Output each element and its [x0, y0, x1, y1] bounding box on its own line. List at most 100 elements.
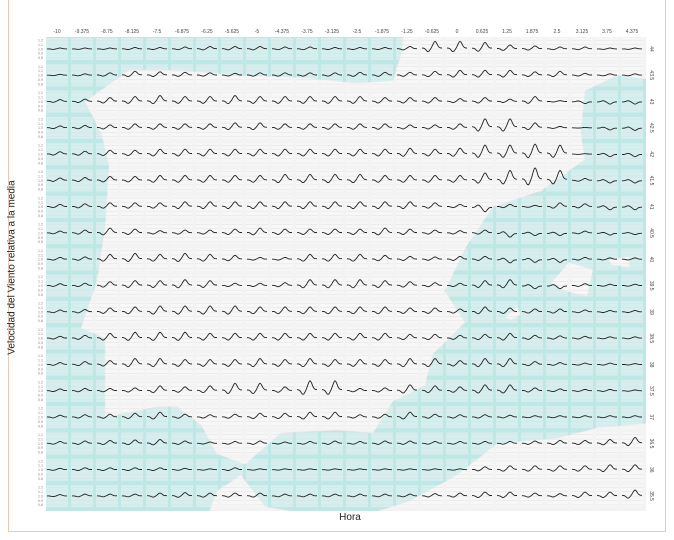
series-line [546, 169, 568, 185]
panel [621, 353, 643, 376]
series-line [447, 468, 467, 471]
series-line [397, 440, 417, 445]
panel [71, 406, 93, 429]
series-line [247, 412, 268, 420]
panel [96, 485, 118, 508]
series-line [172, 174, 192, 183]
series-line [72, 150, 92, 156]
panel-y-tick-label: 0.8 [38, 267, 43, 271]
series-line [222, 228, 243, 235]
series-line [122, 387, 142, 393]
series-line [372, 201, 392, 210]
panel [121, 327, 143, 350]
series-line [297, 253, 317, 262]
row-label: 44 [648, 46, 654, 52]
panel [396, 222, 418, 245]
panel [71, 248, 93, 271]
series-line [572, 153, 592, 155]
series-line [96, 467, 117, 471]
series-line [496, 144, 518, 158]
panel [596, 379, 618, 402]
series-line [146, 71, 167, 77]
panel [346, 90, 368, 113]
series-line [97, 97, 118, 104]
series-line [97, 307, 118, 314]
series-line [72, 124, 92, 130]
series-line [447, 492, 467, 498]
series-line [271, 493, 292, 498]
figure-frame [8, 0, 666, 532]
panel [496, 248, 518, 271]
panel [221, 169, 243, 192]
series-line [46, 414, 67, 419]
panel [496, 353, 518, 376]
series-line [472, 466, 492, 472]
panel-y-tick-label: 0.9 [38, 288, 43, 292]
panel [96, 116, 118, 139]
series-line [371, 493, 392, 498]
panel [621, 379, 643, 402]
series-line [422, 202, 443, 209]
panel [446, 327, 468, 350]
series-line [472, 41, 492, 52]
series-line [72, 256, 92, 261]
panel [621, 38, 643, 60]
series-line [622, 415, 642, 419]
column-label: -6.875 [175, 29, 189, 35]
series-line [447, 414, 467, 419]
series-line [372, 227, 392, 236]
panel [571, 116, 593, 139]
panel-y-tick-label: 1.1 [38, 69, 43, 73]
series-line [122, 47, 142, 50]
series-line [547, 465, 568, 472]
panel [271, 379, 293, 402]
series-line [497, 44, 518, 51]
panel [296, 222, 318, 245]
panel [496, 90, 518, 113]
panel [496, 485, 518, 508]
panel [471, 116, 493, 139]
panel [221, 379, 243, 402]
panel-y-tick-label: 1.0 [38, 47, 43, 51]
panel [546, 116, 568, 139]
panel [396, 379, 418, 402]
series-line [247, 46, 267, 51]
panel [521, 301, 543, 323]
panel [471, 379, 493, 402]
panel [221, 301, 243, 323]
series-line [597, 310, 617, 313]
series-line [597, 152, 617, 158]
series-line [272, 148, 292, 157]
series-line [172, 229, 192, 235]
series-line [46, 125, 67, 130]
series-line [122, 306, 142, 315]
series-line [397, 255, 417, 261]
series-line [147, 411, 167, 420]
panel [596, 485, 618, 508]
panel [546, 222, 568, 245]
series-line [46, 335, 67, 340]
panel-y-tick-label: 1.0 [38, 231, 43, 235]
series-line [372, 97, 393, 104]
series-line [271, 173, 292, 184]
panel [596, 301, 618, 323]
row-label: 39 [648, 309, 654, 315]
panel [546, 169, 568, 192]
series-line [397, 124, 417, 130]
series-line [322, 306, 342, 315]
x-axis-label: Hora [339, 512, 361, 523]
panel-y-tick-label: 0.8 [38, 240, 43, 244]
panel [296, 406, 318, 429]
panel [121, 274, 143, 297]
row-label: 41 [648, 204, 654, 210]
panel [246, 301, 268, 323]
panel-y-tick-label: 0.8 [38, 477, 43, 481]
series-line [71, 467, 92, 471]
series-line [147, 230, 167, 235]
panel [321, 90, 343, 113]
panel [496, 64, 518, 87]
panel [496, 222, 518, 245]
panel [521, 167, 543, 192]
series-line [347, 332, 367, 341]
series-line [146, 357, 167, 368]
